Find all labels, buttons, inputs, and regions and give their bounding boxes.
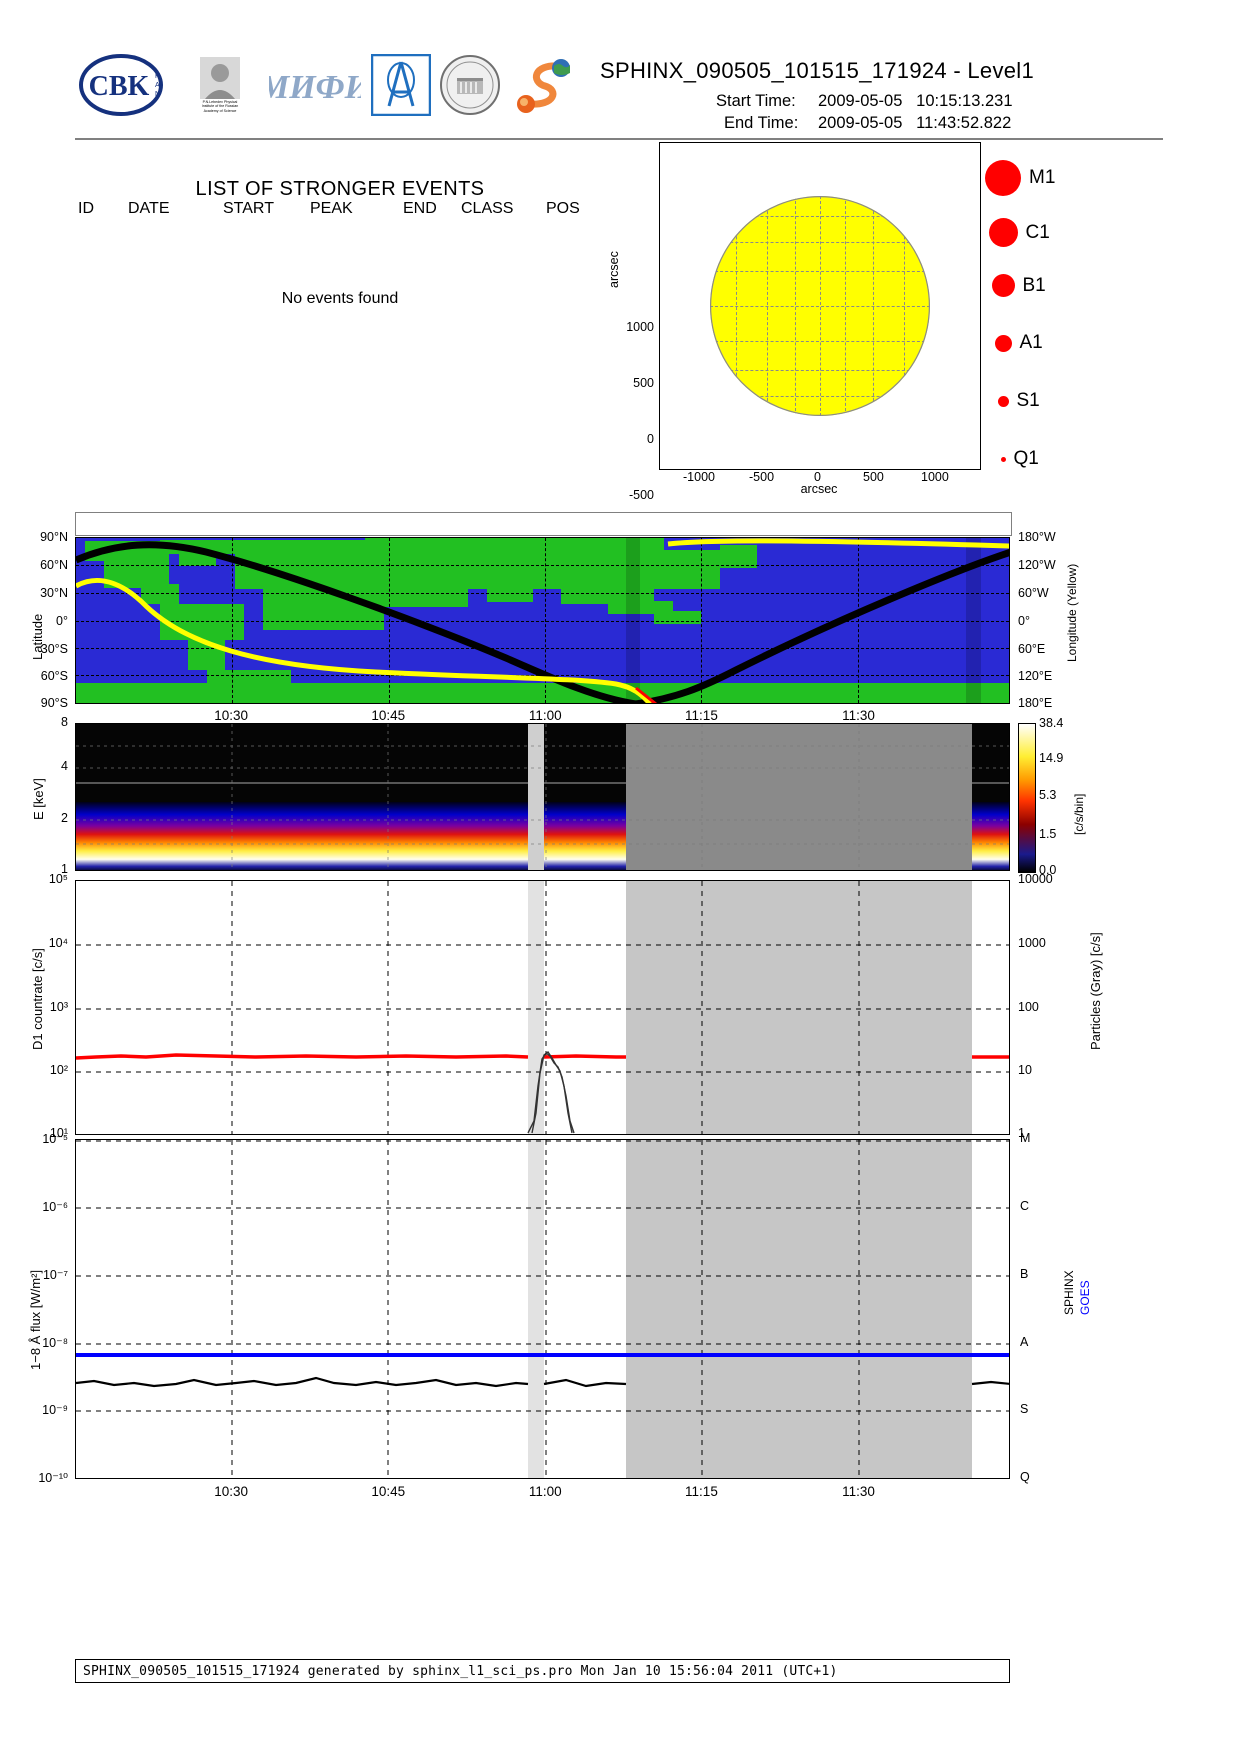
legend-dot-b1 <box>991 274 1015 297</box>
column-header-date: DATE <box>128 200 170 217</box>
legend-label-a1: A1 <box>1019 332 1043 353</box>
legend-dot-m1 <box>985 160 1021 196</box>
logo-row: CBK P A N P.N.Lebedev Physical Institute … <box>75 52 595 132</box>
spectrogram-image <box>76 724 1009 870</box>
legend-label-s1: S1 <box>1016 390 1040 411</box>
legend-dot-a1 <box>994 334 1012 352</box>
observatory-logo <box>371 54 431 116</box>
legend-dot-c1 <box>988 218 1018 247</box>
countrate-y-axis-label-right: Particles (Gray) [c/s] <box>1088 932 1103 1050</box>
start-time-value: 2009-05-05 10:15:13.231 <box>818 92 1013 110</box>
column-header-end: END <box>403 200 437 217</box>
flux-plot <box>76 1140 1009 1478</box>
column-header-pos: POS <box>546 200 580 217</box>
colorbar-tick-labels: 38.4 14.9 5.3 1.5 0.0 <box>1039 716 1064 877</box>
legend-dot-s1 <box>997 395 1009 407</box>
map-y-ticks-right: 180°W 120°W 60°W 0° 60°E 120°E 180°E <box>1018 530 1056 710</box>
map-y-ticks-left: 90°N 60°N 30°N 0° 30°S 60°S 90°S <box>40 530 68 710</box>
end-time-value: 2009-05-05 11:43:52.822 <box>818 114 1012 132</box>
legend-item-a1: A1 <box>985 332 1095 354</box>
legend-item-m1: M1 <box>985 160 1095 196</box>
svg-text:CBK: CBK <box>89 71 150 102</box>
legend-item-b1: B1 <box>985 274 1095 297</box>
header-divider <box>75 138 1163 140</box>
legend-label-b1: B1 <box>1022 274 1046 296</box>
svg-text:МИФИ: МИФИ <box>269 69 361 106</box>
svg-text:N: N <box>155 91 160 98</box>
legend-label-q1: Q1 <box>1013 448 1039 469</box>
spectrogram-y-ticks: 8 4 2 1 <box>61 715 68 876</box>
map-traces <box>76 538 1009 703</box>
legend-label-m1: M1 <box>1029 167 1056 188</box>
spectrogram-colorbar <box>1018 723 1036 873</box>
countrate-y-ticks-left: 10⁵ 10⁴ 10³ 10² 10¹ <box>48 872 68 1140</box>
cbk-pan-logo: CBK P A N <box>75 54 167 116</box>
footer-caption: SPHINX_090505_101515_171924 generated by… <box>75 1659 1010 1683</box>
legend-dot-q1 <box>1000 456 1006 462</box>
xray-flux-panel <box>75 1139 1010 1479</box>
countrate-plot <box>76 881 1009 1134</box>
d1-countrate-panel <box>75 880 1010 1135</box>
flux-legend-goes: GOES <box>1078 1280 1092 1315</box>
colorbar-label: [c/s/bin] <box>1072 793 1086 835</box>
disk-x-ticks: -1000 -500 0 500 1000 <box>683 470 949 484</box>
flux-y-ticks-right: M C B A S Q <box>1020 1131 1031 1484</box>
mephi-logo: МИФИ <box>269 60 361 112</box>
disk-y-ticks: 1000 500 0 -500 -1000 <box>622 320 654 558</box>
events-title: LIST OF STRONGER EVENTS <box>195 178 485 200</box>
flux-y-ticks-left: 10⁻⁵ 10⁻⁶ 10⁻⁷ 10⁻⁸ 10⁻⁹ 10⁻¹⁰ <box>38 1132 68 1485</box>
sphinx-sun-earth-logo <box>511 56 579 116</box>
start-time-label: Start Time: <box>716 92 796 110</box>
legend-item-c1: C1 <box>985 218 1095 247</box>
solar-disk-plot <box>659 142 981 470</box>
column-header-peak: PEAK <box>310 200 353 217</box>
lebedev-institute-logo: P.N.Lebedev Physical Institute of the Rus… <box>179 52 261 118</box>
end-time-label: End Time: <box>724 114 799 132</box>
flux-legend-sphinx: SPHINX <box>1062 1270 1076 1315</box>
solar-disk <box>710 196 930 416</box>
university-seal-logo <box>437 54 503 116</box>
legend-item-q1: Q1 <box>985 448 1095 470</box>
countrate-y-ticks-right: 10000 1000 100 10 1 <box>1018 872 1053 1140</box>
column-header-id: ID <box>78 200 94 217</box>
flare-class-legend: M1 C1 B1 A1 S1 Q1 <box>985 150 1095 480</box>
page-title: SPHINX_090505_101515_171924 - Level1 <box>600 58 1035 83</box>
column-header-start: START <box>223 200 274 217</box>
legend-label-c1: C1 <box>1025 221 1050 243</box>
svg-text:A: A <box>155 82 160 89</box>
disk-x-axis-label: arcsec <box>800 482 838 496</box>
orbit-progress-bar <box>75 512 1012 536</box>
ground-track-map-panel <box>75 537 1010 704</box>
events-empty-message: No events found <box>281 290 399 307</box>
column-header-class: CLASS <box>461 200 514 217</box>
events-table-header: ID DATE START PEAK END CLASS POS <box>78 200 608 224</box>
legend-item-s1: S1 <box>985 390 1095 412</box>
svg-text:P: P <box>155 73 160 80</box>
energy-spectrogram-panel <box>75 723 1010 871</box>
